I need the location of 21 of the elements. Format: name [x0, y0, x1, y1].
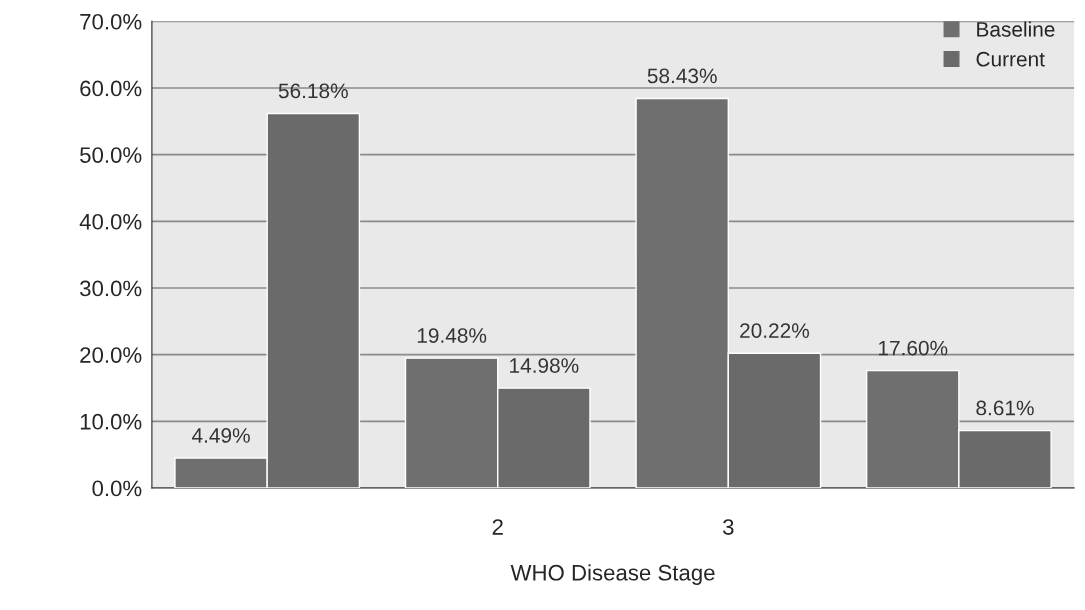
- y-tick-label: 40.0%: [79, 213, 142, 230]
- data-label: 4.49%: [192, 428, 250, 443]
- data-label: 20.22%: [740, 323, 810, 338]
- data-label: 8.61%: [976, 400, 1034, 416]
- data-label: 19.48%: [417, 328, 487, 343]
- y-tick-label: 70.0%: [80, 13, 142, 30]
- data-label: 58.43%: [647, 68, 717, 84]
- data-label: 14.98%: [510, 358, 579, 373]
- x-tick-label: 2: [492, 519, 503, 535]
- y-tick-label: 60.0%: [80, 80, 142, 97]
- data-label: 17.60%: [879, 340, 948, 356]
- legend-label: Current: [976, 51, 1045, 67]
- y-tick-label: 20.0%: [80, 347, 142, 363]
- y-tick-label: 30.0%: [80, 280, 142, 297]
- x-tick-label: 3: [722, 519, 734, 535]
- legend-label: Baseline: [977, 21, 1055, 37]
- data-label: 56.18%: [278, 83, 348, 99]
- y-tick-label: 0.0%: [92, 480, 142, 497]
- x-axis-title: WHO Disease Stage: [510, 564, 715, 585]
- y-tick-label: 50.0%: [80, 147, 142, 163]
- y-tick-label: 10.0%: [80, 413, 142, 430]
